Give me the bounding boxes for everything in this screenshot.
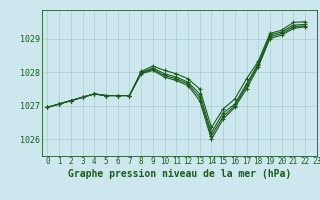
X-axis label: Graphe pression niveau de la mer (hPa): Graphe pression niveau de la mer (hPa): [68, 169, 291, 179]
